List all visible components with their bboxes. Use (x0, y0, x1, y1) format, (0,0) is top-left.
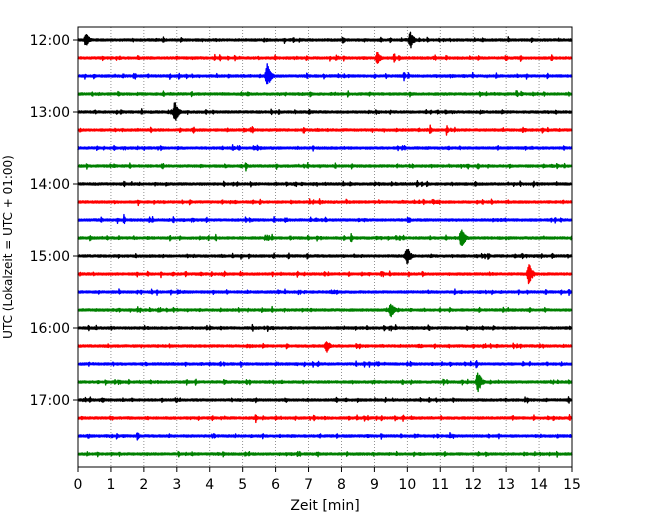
trace-1530 (77, 288, 573, 296)
trace-1745 (77, 450, 573, 458)
x-tick-label: 0 (74, 477, 83, 493)
x-tick-label: 14 (530, 477, 548, 493)
y-axis-ticks: 12:00 13:00 14:00 15:00 16:00 17:00 (30, 33, 78, 409)
x-tick-label: 9 (370, 477, 379, 493)
trace-1300 (77, 102, 573, 121)
x-tick-label: 2 (139, 477, 148, 493)
trace-1315 (77, 124, 573, 136)
x-tick-label: 13 (497, 477, 515, 493)
x-tick-label: 10 (398, 477, 416, 493)
y-tick-label: 12:00 (30, 33, 70, 49)
plot-frame (77, 26, 573, 468)
trace-1545 (77, 303, 573, 318)
trace-1500 (77, 248, 573, 265)
y-axis-label: UTC (Lokalzeit = UTC + 01:00) (1, 155, 15, 339)
trace-1630 (77, 359, 573, 369)
x-tick-label: 6 (271, 477, 280, 493)
trace-1330 (77, 144, 573, 152)
seismic-traces (77, 31, 573, 458)
trace-1515 (77, 264, 573, 285)
trace-1200 (77, 31, 573, 49)
y-tick-label: 17:00 (30, 393, 70, 409)
trace-1345 (77, 162, 573, 172)
trace-1445 (77, 229, 573, 246)
trace-1430 (77, 213, 573, 225)
trace-1600 (77, 323, 573, 332)
y-tick-label: 13:00 (30, 105, 70, 121)
y-tick-label: 14:00 (30, 177, 70, 193)
trace-1415 (77, 198, 573, 207)
x-tick-label: 3 (172, 477, 181, 493)
trace-1615 (77, 341, 573, 353)
x-axis-ticks: 0 1 2 3 4 5 6 7 8 9 10 11 12 13 14 15 (74, 467, 581, 493)
x-tick-label: 12 (464, 477, 482, 493)
x-tick-label: 5 (238, 477, 247, 493)
trace-1245 (77, 90, 573, 98)
trace-1400 (77, 180, 573, 188)
y-tick-label: 16:00 (30, 321, 70, 337)
x-tick-label: 8 (337, 477, 346, 493)
x-axis-label: Zeit [min] (290, 498, 359, 514)
x-tick-label: 7 (304, 477, 313, 493)
trace-1730 (77, 432, 573, 441)
y-tick-label: 15:00 (30, 249, 70, 265)
trace-1700 (77, 396, 573, 404)
trace-1645 (77, 372, 573, 393)
vertical-grid (110, 27, 540, 467)
trace-1715 (77, 414, 573, 424)
x-tick-label: 15 (563, 477, 581, 493)
x-tick-label: 11 (431, 477, 449, 493)
trace-1215 (77, 51, 573, 64)
x-tick-label: 4 (205, 477, 214, 493)
trace-1230 (77, 63, 573, 85)
x-tick-label: 1 (106, 477, 115, 493)
